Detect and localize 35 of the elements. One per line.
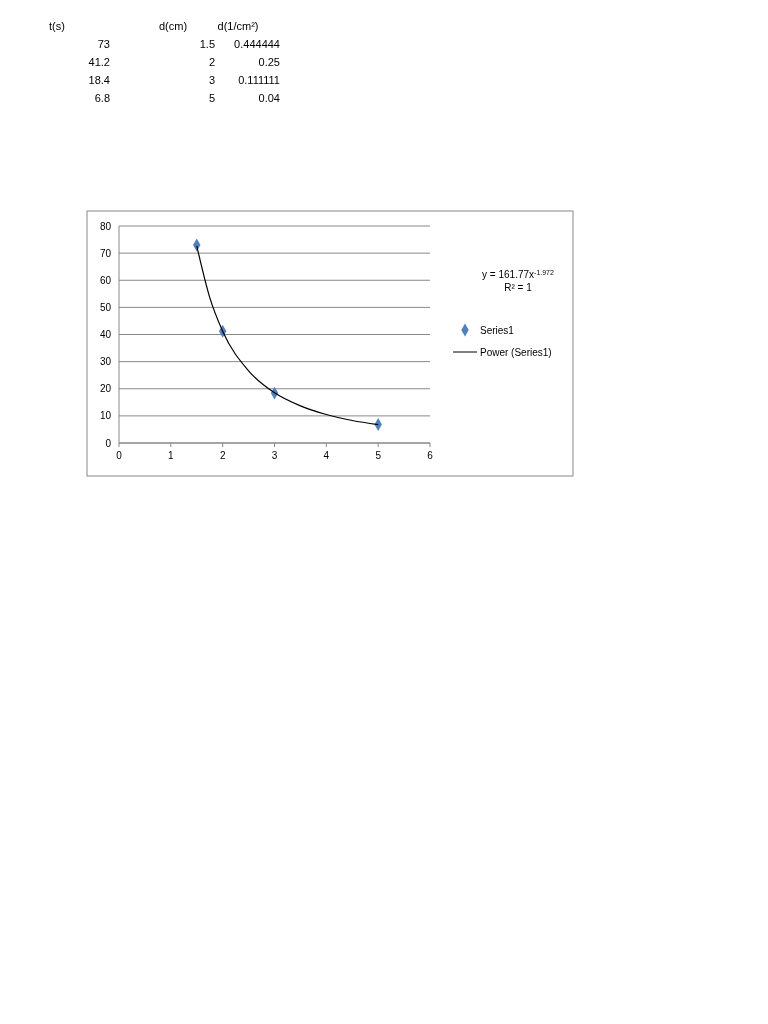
text: R² = 1 [504, 282, 533, 293]
y-tick-label: 70 [99, 247, 112, 259]
text: 18.4 [88, 74, 110, 86]
y-tick-label: 0 [105, 437, 112, 449]
x-tick-label: 4 [323, 450, 330, 461]
x-tick-label: 1 [168, 450, 175, 461]
x-tick-label: 5 [375, 450, 382, 461]
text: 41.2 [88, 56, 110, 68]
legend-label: Power (Series1) [480, 346, 552, 358]
y-tick-label: 50 [99, 301, 112, 313]
y-tick-label: 10 [99, 410, 112, 422]
text: 0.04 [258, 92, 280, 104]
text: y = 161.77x$^{-1.972}$ [482, 268, 555, 280]
text: 0.111111 [238, 74, 280, 86]
text: 3 [208, 74, 215, 86]
text: 6.8 [94, 92, 110, 104]
y-tick-label: 80 [99, 220, 112, 232]
text: 73 [97, 38, 110, 50]
x-tick-label: 6 [427, 450, 434, 461]
y-tick-label: 60 [99, 274, 112, 286]
text: 1.5 [199, 38, 215, 50]
text: 2 [208, 56, 215, 68]
x-tick-label: 2 [219, 450, 226, 461]
y-tick-label: 20 [99, 383, 112, 395]
text: t(s) [49, 20, 65, 32]
x-tick-label: 3 [271, 450, 278, 461]
text: 5 [208, 92, 215, 104]
x-tick-label: 0 [116, 450, 123, 461]
y-tick-label: 40 [99, 329, 112, 340]
text: d(1/cm²) [217, 20, 259, 32]
text: d(cm) [158, 20, 188, 32]
text: 0.25 [258, 56, 280, 68]
y-tick-label: 30 [99, 356, 112, 368]
text: 0.444444 [234, 38, 280, 50]
legend-label: Series1 [480, 324, 515, 336]
